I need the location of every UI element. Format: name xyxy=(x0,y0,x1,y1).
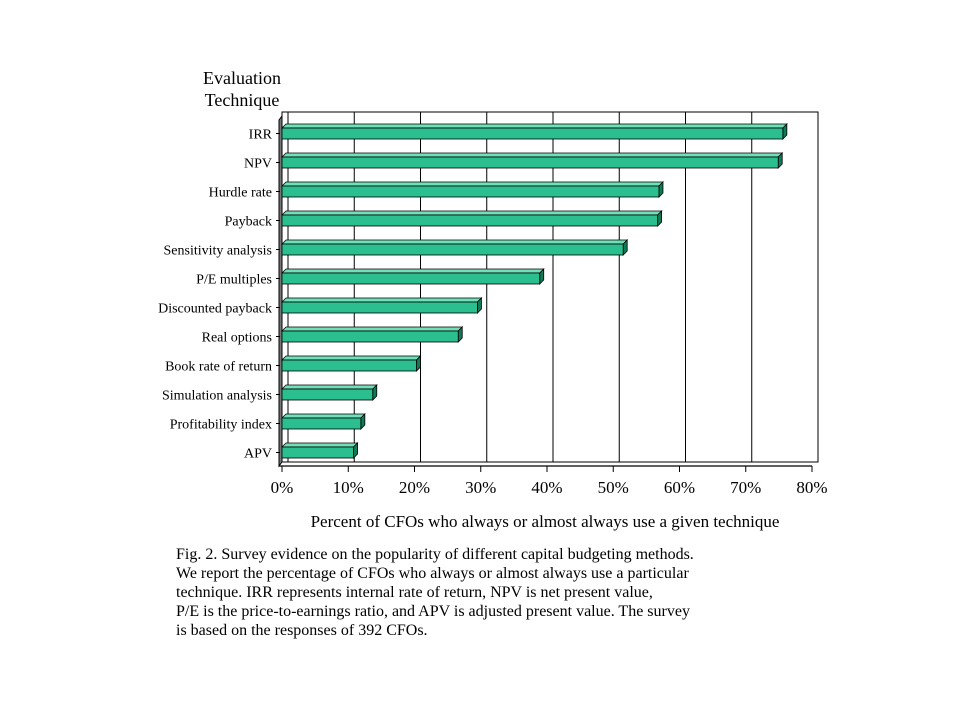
bar xyxy=(281,326,464,343)
x-tick-label: 70% xyxy=(730,478,761,497)
bar-top-face xyxy=(281,384,378,390)
bar-front-face xyxy=(281,214,659,227)
caption-line-5: is based on the responses of 392 CFOs. xyxy=(176,622,428,639)
x-tick-label: 50% xyxy=(598,478,629,497)
bar-top-face xyxy=(281,239,629,245)
bar-front-face xyxy=(281,272,541,285)
bar-top-face xyxy=(281,152,784,158)
bar-top-face xyxy=(281,355,422,361)
category-label: Profitability index xyxy=(170,418,272,433)
bar-top-face xyxy=(281,326,464,332)
bar-top-face xyxy=(281,297,483,303)
bar-front-face xyxy=(281,417,362,430)
bar-front-face xyxy=(281,127,784,140)
bar xyxy=(281,413,366,430)
bar xyxy=(281,355,422,372)
bar-front-face xyxy=(281,359,417,372)
category-labels: IRR NPV Hurdle rate Payback Sensitivity anal… xyxy=(158,128,280,462)
plot-area xyxy=(278,111,819,468)
category-label: APV xyxy=(244,447,272,462)
bar-top-face xyxy=(281,123,788,129)
x-tick-label: 20% xyxy=(399,478,430,497)
category-label: P/E multiples xyxy=(196,273,272,288)
category-label: Real options xyxy=(202,331,272,346)
x-axis-title: Percent of CFOs who always or almost alw… xyxy=(311,512,780,531)
bar xyxy=(281,442,359,459)
x-tick-label: 40% xyxy=(531,478,562,497)
category-label: Simulation analysis xyxy=(162,389,272,404)
bar-top-face xyxy=(281,413,366,419)
y-axis-title-line: Technique xyxy=(205,90,280,110)
x-tick-label: 80% xyxy=(796,478,827,497)
x-tick-label: 30% xyxy=(465,478,496,497)
grid-lines xyxy=(287,112,819,462)
bar xyxy=(281,210,663,227)
bar xyxy=(281,268,545,285)
plot-background xyxy=(282,112,818,462)
bars-group xyxy=(281,123,788,459)
bar-top-face xyxy=(281,181,664,187)
x-tick-labels: 0% 10% 20% 30% 40% 50% 60% 70% 80% xyxy=(271,466,828,497)
bar-front-face xyxy=(281,388,374,401)
x-tick-label: 0% xyxy=(271,478,294,497)
bar xyxy=(281,384,378,401)
bar xyxy=(281,123,788,140)
bar-top-face xyxy=(281,268,545,274)
bar-top-face xyxy=(281,210,663,216)
caption-line-2: We report the percentage of CFOs who alw… xyxy=(176,565,689,582)
bar-front-face xyxy=(281,446,354,459)
bar xyxy=(281,181,664,198)
bar-front-face xyxy=(281,301,478,314)
category-label: IRR xyxy=(249,128,273,143)
bar-front-face xyxy=(281,243,624,256)
caption-line-1: Fig. 2. Survey evidence on the popularit… xyxy=(176,546,694,563)
y-axis-title-line: Evaluation xyxy=(203,68,281,88)
bar-front-face xyxy=(281,156,779,169)
category-label: NPV xyxy=(244,157,272,172)
category-label: Discounted payback xyxy=(158,302,272,317)
bar-front-face xyxy=(281,185,660,198)
bar-front-face xyxy=(281,330,459,343)
x-tick-label: 60% xyxy=(664,478,695,497)
bar xyxy=(281,297,483,314)
figure-caption: Fig. 2. Survey evidence on the popularit… xyxy=(176,545,836,640)
category-label: Hurdle rate xyxy=(209,186,272,201)
bar xyxy=(281,239,629,256)
caption-line-4: P/E is the price-to-earnings ratio, and … xyxy=(176,603,690,620)
bar-top-face xyxy=(281,442,359,448)
category-label: Payback xyxy=(225,215,272,230)
bar xyxy=(281,152,784,169)
caption-line-3: technique. IRR represents internal rate … xyxy=(176,584,653,601)
x-tick-label: 10% xyxy=(333,478,364,497)
category-label: Sensitivity analysis xyxy=(164,244,273,259)
category-label: Book rate of return xyxy=(165,360,272,375)
